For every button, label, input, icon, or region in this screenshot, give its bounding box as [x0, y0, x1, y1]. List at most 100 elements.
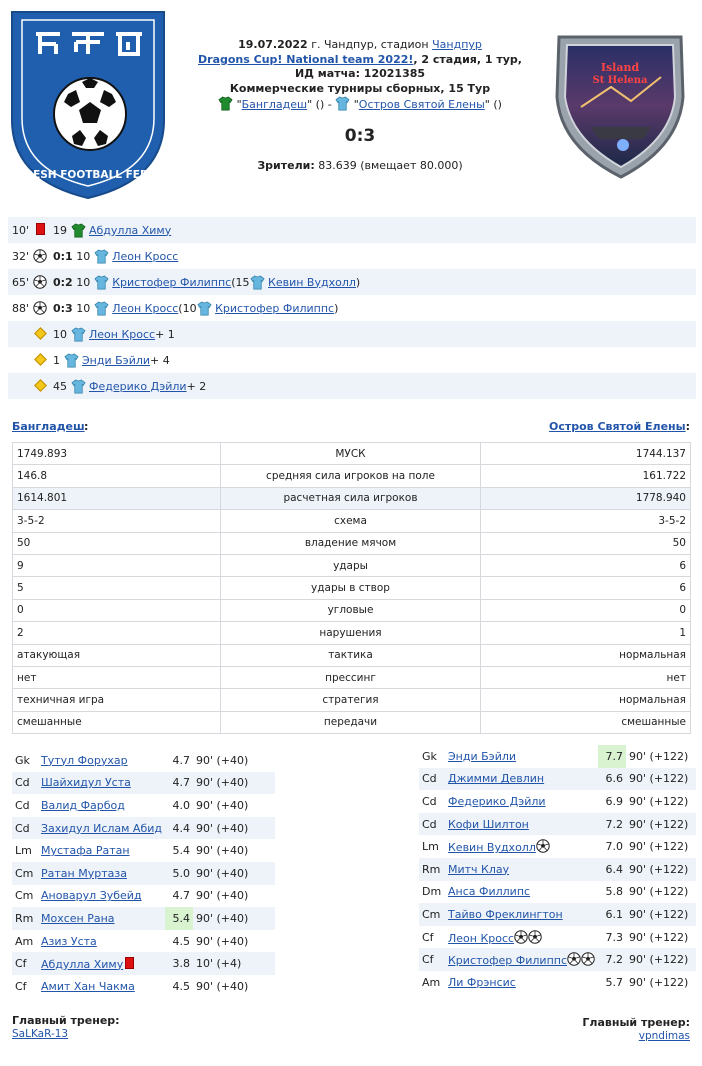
player-row: Lm Мустафа Ратан 5.4 90' (+40) — [12, 839, 275, 862]
event-player-link[interactable]: Леон Кросс — [89, 327, 156, 341]
tournament-link[interactable]: Dragons Cup! National team 2022! — [198, 52, 414, 66]
player-name-link[interactable]: Кристофер Филиппс — [448, 954, 568, 968]
stat-label: передачи — [220, 710, 481, 735]
stat-away-value: 0 — [480, 598, 691, 623]
stat-home-value: 146.8 — [12, 464, 221, 488]
event-player-link[interactable]: Леон Кросс — [112, 249, 179, 263]
stat-away-value: 3-5-2 — [480, 509, 691, 533]
player-position: Cd — [12, 771, 38, 795]
stat-home-value: 3-5-2 — [12, 509, 221, 533]
event-player-link[interactable]: Энди Бэйли — [82, 353, 151, 367]
player-rating: 5.4 — [165, 907, 193, 930]
assist-icon — [33, 352, 47, 366]
event-player-link[interactable]: Абдулла Химу — [89, 223, 172, 237]
player-row: Cf Абдулла Химу 3.8 10' (+4) — [12, 952, 275, 975]
away-logo-text-2: St Helena — [592, 75, 648, 86]
stat-away-value: 1 — [480, 621, 691, 645]
stat-label: тактика — [220, 643, 481, 667]
player-row: Cm Тайво Фреклингтон 6.1 90' (+122) — [419, 903, 697, 926]
event-player-link[interactable]: Федерико Дэйли — [89, 379, 187, 393]
player-name-link[interactable]: Федерико Дэйли — [448, 794, 546, 808]
player-name-link[interactable]: Ановарул Зубейд — [41, 889, 142, 903]
player-name-link[interactable]: Мохсен Рана — [41, 911, 115, 925]
event-player-number: 19 — [53, 223, 67, 237]
stat-label: угловые — [220, 598, 481, 623]
player-name-link[interactable]: Ли Фрэнсис — [448, 975, 516, 989]
player-rating: 6.9 — [605, 794, 624, 808]
player-name-link[interactable]: Энди Бэйли — [448, 749, 517, 763]
stats-away-team-link[interactable]: Остров Святой Елены — [548, 420, 686, 433]
event-row: 45 Федерико Дэйли + 2 — [8, 373, 696, 399]
home-coach-title: Главный тренер: — [12, 1014, 120, 1027]
player-name-link[interactable]: Ратан Муртаза — [41, 866, 127, 880]
player-rating: 7.3 — [605, 930, 624, 944]
event-player-number: 1 — [53, 353, 60, 367]
player-name-link[interactable]: Кофи Шилтон — [448, 817, 529, 831]
player-minutes: 90' (+122) — [629, 975, 689, 989]
player-minutes: 90' (+40) — [196, 798, 249, 812]
player-name-link[interactable]: Тайво Фреклингтон — [448, 907, 563, 921]
player-minutes: 90' (+40) — [193, 771, 275, 795]
player-rating: 6.1 — [598, 903, 627, 926]
ball-icon — [528, 929, 542, 944]
player-row: Cd Федерико Дэйли 6.9 90' (+122) — [419, 790, 696, 813]
event-player-number: 10 — [76, 249, 91, 263]
stats-home-team-link[interactable]: Бангладеш — [12, 420, 85, 433]
match-id: ИД матча: 12021385 — [294, 67, 426, 80]
match-info: 19.07.2022 г. Чандпур, стадион Чандпур D… — [198, 38, 522, 111]
player-name-link[interactable]: Захидул Ислам Абид — [41, 821, 162, 835]
player-name-link[interactable]: Амит Хан Чакма — [41, 979, 135, 993]
player-minutes: 10' (+4) — [193, 952, 275, 975]
stage-text: , 2 стадия, 1 тур, — [413, 52, 522, 66]
shirt-icon — [70, 378, 86, 393]
stat-away-value: 6 — [480, 576, 691, 600]
player-name-link[interactable]: Кевин Вудхолл — [448, 841, 536, 855]
stats-row: 9 удары 6 — [12, 553, 691, 578]
event-player-link[interactable]: Леон Кросс — [112, 301, 179, 315]
player-name-link[interactable]: Митч Клау — [448, 862, 510, 876]
home-coach-link[interactable]: SaLKaR-13 — [12, 1028, 69, 1040]
event-player-number: 45 — [53, 379, 67, 393]
event-player-link[interactable]: Кристофер Филиппс — [112, 275, 232, 289]
away-shirt-icon — [335, 96, 350, 111]
event-assist-link[interactable]: Кристофер Филиппс — [215, 301, 335, 315]
stadium-link[interactable]: Чандпур — [432, 38, 482, 51]
player-name-link[interactable]: Тутул Форухар — [41, 753, 128, 767]
event-assist-link[interactable]: Кевин Вудхолл — [268, 275, 356, 289]
player-rating: 4.5 — [172, 934, 191, 948]
shirt-icon — [70, 326, 86, 341]
player-name-link[interactable]: Леон Кросс — [448, 931, 515, 945]
stat-home-value: 0 — [12, 598, 221, 623]
player-rating: 4.4 — [165, 816, 193, 840]
player-name-link[interactable]: Анса Филлипс — [448, 885, 531, 899]
event-score: 0:1 — [53, 249, 73, 263]
player-rating: 3.8 — [165, 952, 193, 975]
player-name-link[interactable]: Мустафа Ратан — [41, 844, 130, 858]
ball-icon — [536, 839, 550, 853]
stat-label: нарушения — [220, 621, 481, 645]
event-score: 0:3 — [53, 301, 73, 315]
red-card-icon — [125, 956, 135, 969]
stat-home-value: 5 — [12, 576, 221, 600]
home-team-link[interactable]: Бангладеш — [241, 98, 308, 111]
away-team-link[interactable]: Остров Святой Елены — [358, 98, 485, 111]
away-team-logo: Island St Helena — [551, 27, 690, 183]
stats-row: 2 нарушения 1 — [12, 621, 691, 645]
event-row: 10 Леон Кросс + 1 — [8, 321, 696, 347]
ball-icon — [33, 300, 47, 315]
player-position: Cd — [15, 798, 30, 812]
player-name-link[interactable]: Валид Фарбод — [41, 798, 125, 812]
player-rating: 5.0 — [165, 861, 193, 885]
stat-away-value: 161.722 — [480, 464, 691, 488]
shirt-icon — [70, 222, 86, 237]
event-assist-pre: (15 — [231, 275, 250, 289]
player-rating: 7.2 — [598, 948, 627, 971]
player-name-link[interactable]: Джимми Девлин — [448, 772, 545, 786]
player-name-link[interactable]: Азиз Уста — [41, 934, 97, 948]
viewers-value: 83.639 (вмещает 80.000) — [318, 159, 463, 172]
stats-row: смешанные передачи смешанные — [12, 710, 691, 735]
player-name-link[interactable]: Абдулла Химу — [41, 957, 124, 971]
match-city: г. Чандпур, стадион — [311, 38, 429, 51]
player-name-link[interactable]: Шайхидул Уста — [41, 776, 131, 790]
away-coach-link[interactable]: vpndimas — [638, 1030, 690, 1042]
